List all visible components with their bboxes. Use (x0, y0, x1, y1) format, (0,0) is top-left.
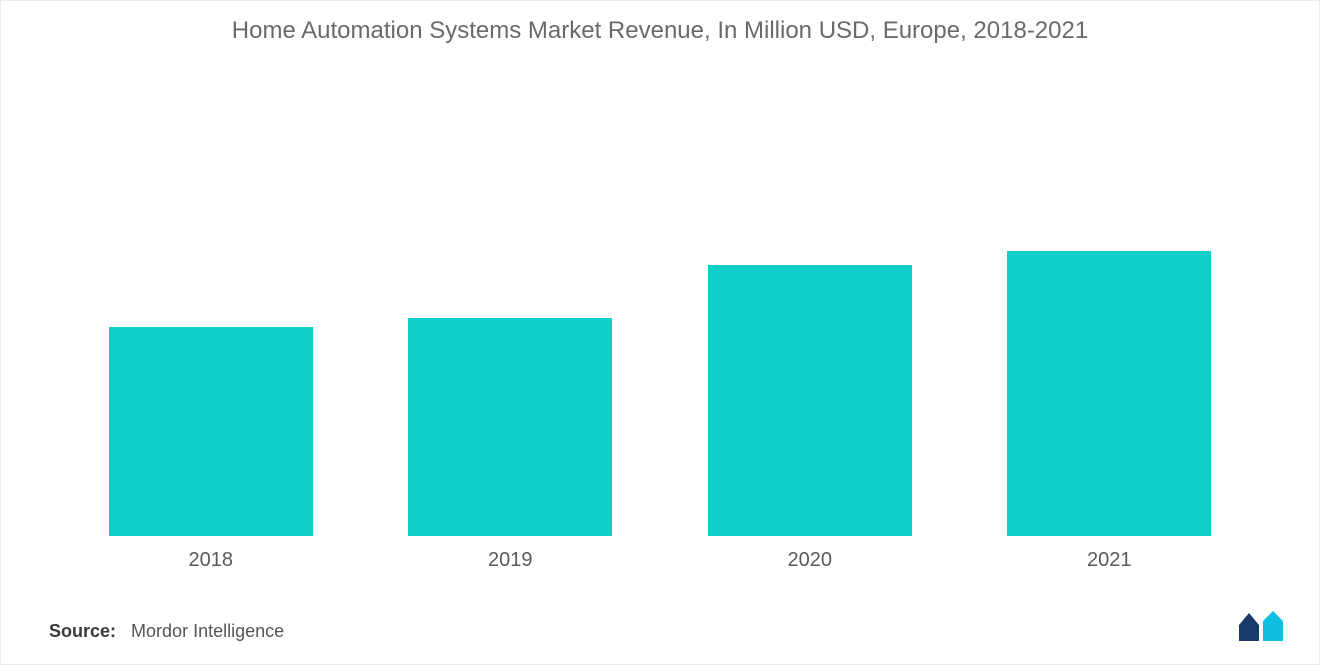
bar-2020 (708, 265, 912, 536)
x-label-2020: 2020 (660, 549, 960, 572)
source-line: Source: Mordor Intelligence (49, 621, 284, 642)
bar-slot-2018 (61, 91, 361, 536)
bar-slot-2021 (960, 91, 1260, 536)
bar-group (61, 91, 1259, 536)
brand-logo-icon (1235, 611, 1289, 650)
x-axis-labels: 2018 2019 2020 2021 (61, 549, 1259, 572)
bar-slot-2020 (660, 91, 960, 536)
logo-bar-2 (1263, 611, 1283, 641)
bar-2018 (109, 327, 313, 536)
logo-bar-1 (1239, 613, 1259, 641)
chart-frame: Home Automation Systems Market Revenue, … (0, 0, 1320, 665)
plot-area (61, 91, 1259, 536)
source-label: Source: (49, 621, 116, 641)
x-label-2019: 2019 (361, 549, 661, 572)
bar-2019 (408, 318, 612, 536)
x-label-2018: 2018 (61, 549, 361, 572)
x-label-2021: 2021 (960, 549, 1260, 572)
chart-title: Home Automation Systems Market Revenue, … (1, 17, 1319, 45)
bar-2021 (1007, 251, 1211, 536)
source-value: Mordor Intelligence (131, 621, 284, 641)
bar-slot-2019 (361, 91, 661, 536)
